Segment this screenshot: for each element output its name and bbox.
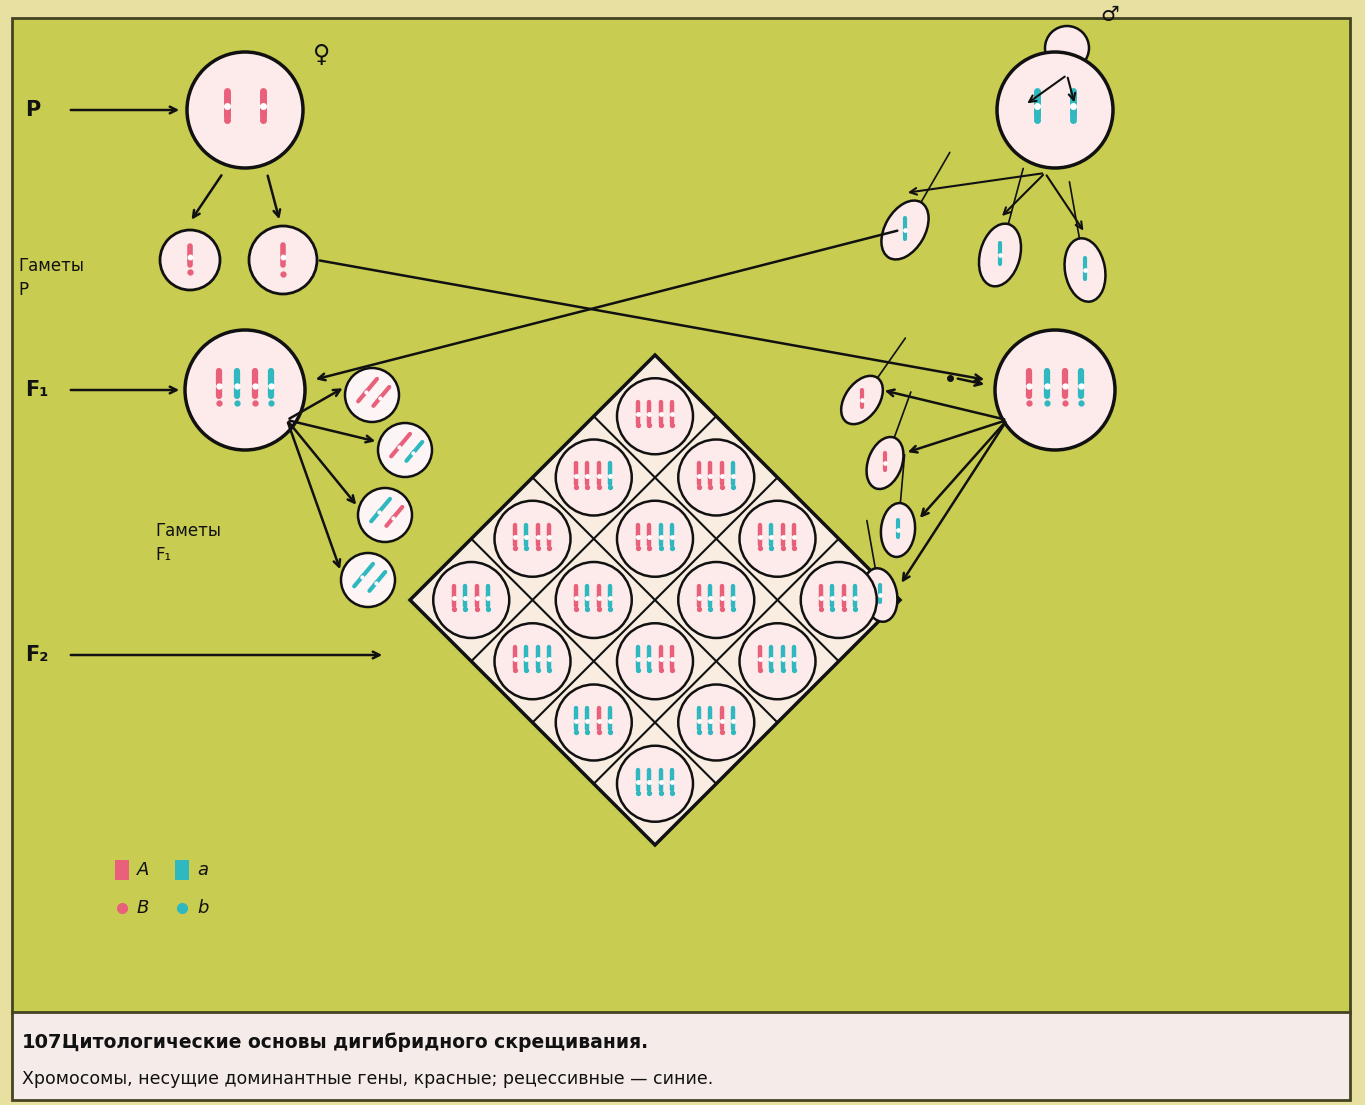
Text: Цитологические основы дигибридного скрещивания.: Цитологические основы дигибридного скрещ… (61, 1032, 648, 1052)
Ellipse shape (494, 623, 571, 699)
Ellipse shape (617, 746, 693, 822)
Ellipse shape (556, 562, 632, 638)
Ellipse shape (867, 436, 904, 490)
Text: Гаметы
P: Гаметы P (18, 257, 85, 298)
Ellipse shape (345, 368, 399, 422)
Ellipse shape (740, 501, 815, 577)
Ellipse shape (678, 684, 755, 760)
Ellipse shape (880, 503, 915, 557)
FancyBboxPatch shape (12, 1012, 1350, 1099)
Ellipse shape (617, 623, 693, 699)
Ellipse shape (494, 501, 571, 577)
Text: b: b (197, 899, 209, 917)
Text: 107.: 107. (22, 1032, 70, 1052)
Text: P: P (25, 99, 40, 120)
Text: a: a (197, 861, 207, 878)
Ellipse shape (678, 440, 755, 516)
Ellipse shape (740, 623, 815, 699)
Text: Хромосомы, несущие доминантные гены, красные; рецессивные — синие.: Хромосомы, несущие доминантные гены, кра… (22, 1070, 714, 1088)
Ellipse shape (863, 568, 897, 622)
Ellipse shape (617, 378, 693, 454)
Ellipse shape (996, 52, 1112, 168)
Text: ♂: ♂ (1100, 6, 1119, 25)
Text: B: B (136, 899, 149, 917)
Ellipse shape (358, 488, 412, 541)
Ellipse shape (678, 562, 755, 638)
Ellipse shape (556, 684, 632, 760)
Ellipse shape (556, 440, 632, 516)
Ellipse shape (882, 200, 928, 260)
Ellipse shape (186, 330, 304, 450)
Ellipse shape (433, 562, 509, 638)
Polygon shape (410, 355, 900, 845)
Ellipse shape (378, 423, 431, 477)
FancyBboxPatch shape (115, 860, 130, 880)
FancyBboxPatch shape (175, 860, 188, 880)
FancyBboxPatch shape (12, 18, 1350, 1013)
Text: Гаметы
F₁: Гаметы F₁ (156, 523, 221, 564)
Ellipse shape (617, 501, 693, 577)
Text: ♀: ♀ (313, 43, 330, 67)
Ellipse shape (160, 230, 220, 290)
Ellipse shape (841, 376, 883, 424)
Ellipse shape (995, 330, 1115, 450)
Text: A: A (136, 861, 149, 878)
Ellipse shape (187, 52, 303, 168)
Text: F₁: F₁ (25, 380, 48, 400)
Ellipse shape (248, 227, 317, 294)
Ellipse shape (1046, 27, 1089, 70)
Text: F₂: F₂ (25, 645, 48, 665)
Ellipse shape (341, 552, 394, 607)
Ellipse shape (979, 223, 1021, 286)
Ellipse shape (1065, 239, 1106, 302)
Ellipse shape (801, 562, 876, 638)
